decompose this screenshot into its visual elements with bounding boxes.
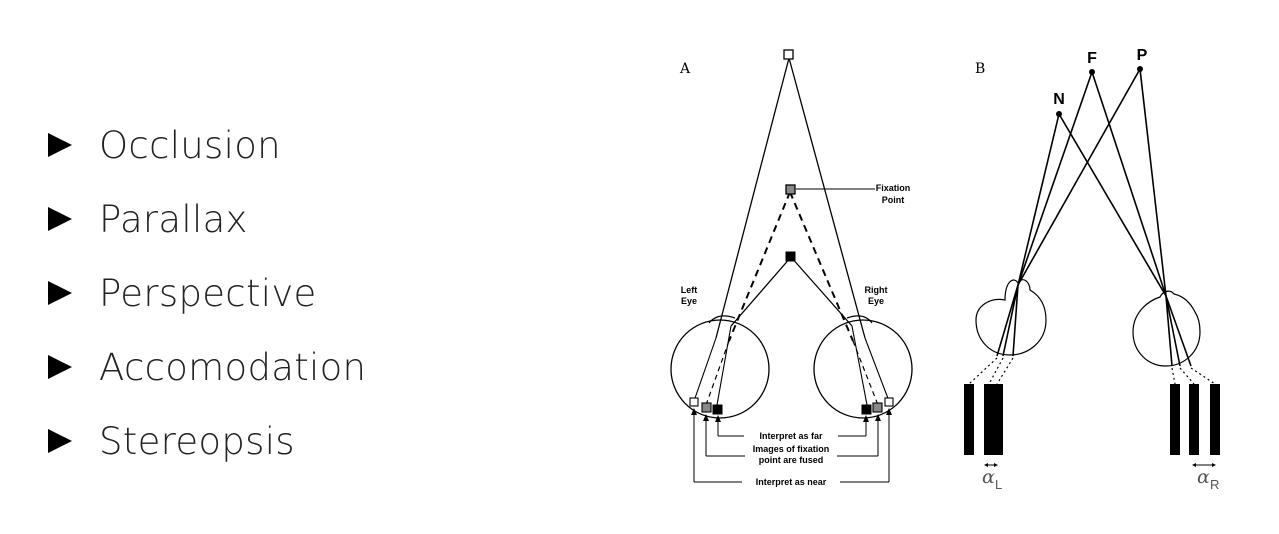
arrowhead-icon [984,463,988,467]
point-p-label: P [1137,47,1148,64]
fixation-label-line1: Fixation [876,183,911,193]
near-object [785,251,796,262]
interpret-near-label: Interpret as near [756,477,827,487]
projection-l3 [996,357,1014,385]
ray-inner-l3 [996,284,1019,357]
left-retina-near-image [712,404,723,415]
panel-b-label: B [975,61,985,77]
arrowhead-icon [691,408,697,415]
triangle-bullet-icon [48,355,72,379]
far-ray-right [788,57,866,339]
fused-label-line2: point are fused [759,455,824,465]
fixation-point-object [785,184,796,195]
ray-p-right [1139,68,1167,297]
right-retina-far-image [884,397,894,407]
alpha-left-subscript: L [995,477,1002,492]
point-f-label: F [1087,50,1097,67]
fixation-label-line2: Point [882,195,905,205]
interpret-far-label: Interpret as far [759,431,823,441]
right-eye [813,319,913,419]
right-bar-2 [1189,384,1199,455]
triangle-bullet-icon [48,429,72,453]
far-ray-right-inner [864,337,890,402]
left-bar-2 [984,384,994,455]
right-eye-label-line2: Eye [868,296,884,306]
fixation-ray-left-inner [705,340,730,406]
left-retina-fixation-image [701,402,712,413]
ray-n-right [1058,113,1167,297]
list-item-label: Accomodation [99,345,367,389]
right-retina-fixation-image [872,402,883,413]
list-item: Perspective [48,256,366,330]
projection-r3 [1190,367,1216,385]
list-item: Parallax [48,182,366,256]
projection-l2 [988,357,1004,385]
arrowhead-icon [715,415,721,422]
arrowhead-icon [1192,463,1196,467]
panel-a-label: A [679,61,691,77]
alpha-left-symbol: α [982,466,995,488]
left-eye-label-line1: Left [681,285,698,295]
ray-inner-r3 [1165,295,1192,367]
triangle-bullet-icon [48,133,72,157]
far-object [783,49,794,60]
right-retina-near-image [861,404,872,415]
left-eye [670,319,770,419]
panel-b-diagram: B N F P [964,47,1220,492]
right-bar-3 [1210,384,1220,455]
ray-f-right [1091,71,1167,297]
projection-r2 [1179,367,1195,385]
ray-n-left [1017,113,1060,286]
projection-l1 [968,357,998,385]
right-eye-b [1132,290,1201,367]
right-eye-cornea [846,315,873,324]
far-ray-left-inner [693,337,717,402]
near-ray-left-inner [716,325,732,406]
left-bar-1 [964,384,974,455]
ray-f-left [1017,71,1093,286]
left-retina-far-image [689,397,699,407]
ray-inner-l1 [1012,284,1019,357]
list-item: Stereopsis [48,404,366,478]
projection-r1 [1171,367,1176,385]
list-item: Occlusion [48,108,366,182]
left-bar-3 [993,384,1003,455]
panel-a-diagram: A Fixation Point [670,49,913,487]
near-ray-left [730,256,792,327]
alpha-right-symbol: α [1197,466,1210,488]
arrowhead-icon [994,463,998,467]
point-p-marker [1137,66,1143,72]
point-n-label: N [1053,91,1065,108]
arrowhead-icon [1212,463,1216,467]
list-item-label: Perspective [99,271,317,315]
point-f-marker [1089,69,1095,75]
point-n-marker [1056,111,1062,117]
depth-cues-list: Occlusion Parallax Perspective Accomodat… [48,108,366,478]
alpha-right-subscript: R [1210,477,1219,492]
right-bar-1 [1170,384,1180,455]
ray-p-left [1017,68,1141,286]
list-item-label: Stereopsis [99,419,295,463]
ray-inner-r2 [1165,295,1181,367]
ray-inner-r1 [1165,295,1173,367]
ray-inner-l2 [1002,284,1019,357]
triangle-bullet-icon [48,207,72,231]
left-eye-label-line2: Eye [681,296,697,306]
list-item-label: Parallax [99,197,248,241]
list-item: Accomodation [48,330,366,404]
arrowhead-icon [863,415,869,422]
near-ray-right [790,256,853,327]
arrowhead-icon [886,408,892,415]
far-ray-left [715,57,790,339]
fused-label-line1: Images of fixation [753,444,830,454]
triangle-bullet-icon [48,281,72,305]
near-ray-right-inner [851,325,868,406]
arrowhead-icon [875,414,881,421]
left-eye-cornea [708,315,736,324]
arrowhead-icon [703,414,709,421]
right-eye-label-line1: Right [865,285,888,295]
list-item-label: Occlusion [99,123,281,167]
